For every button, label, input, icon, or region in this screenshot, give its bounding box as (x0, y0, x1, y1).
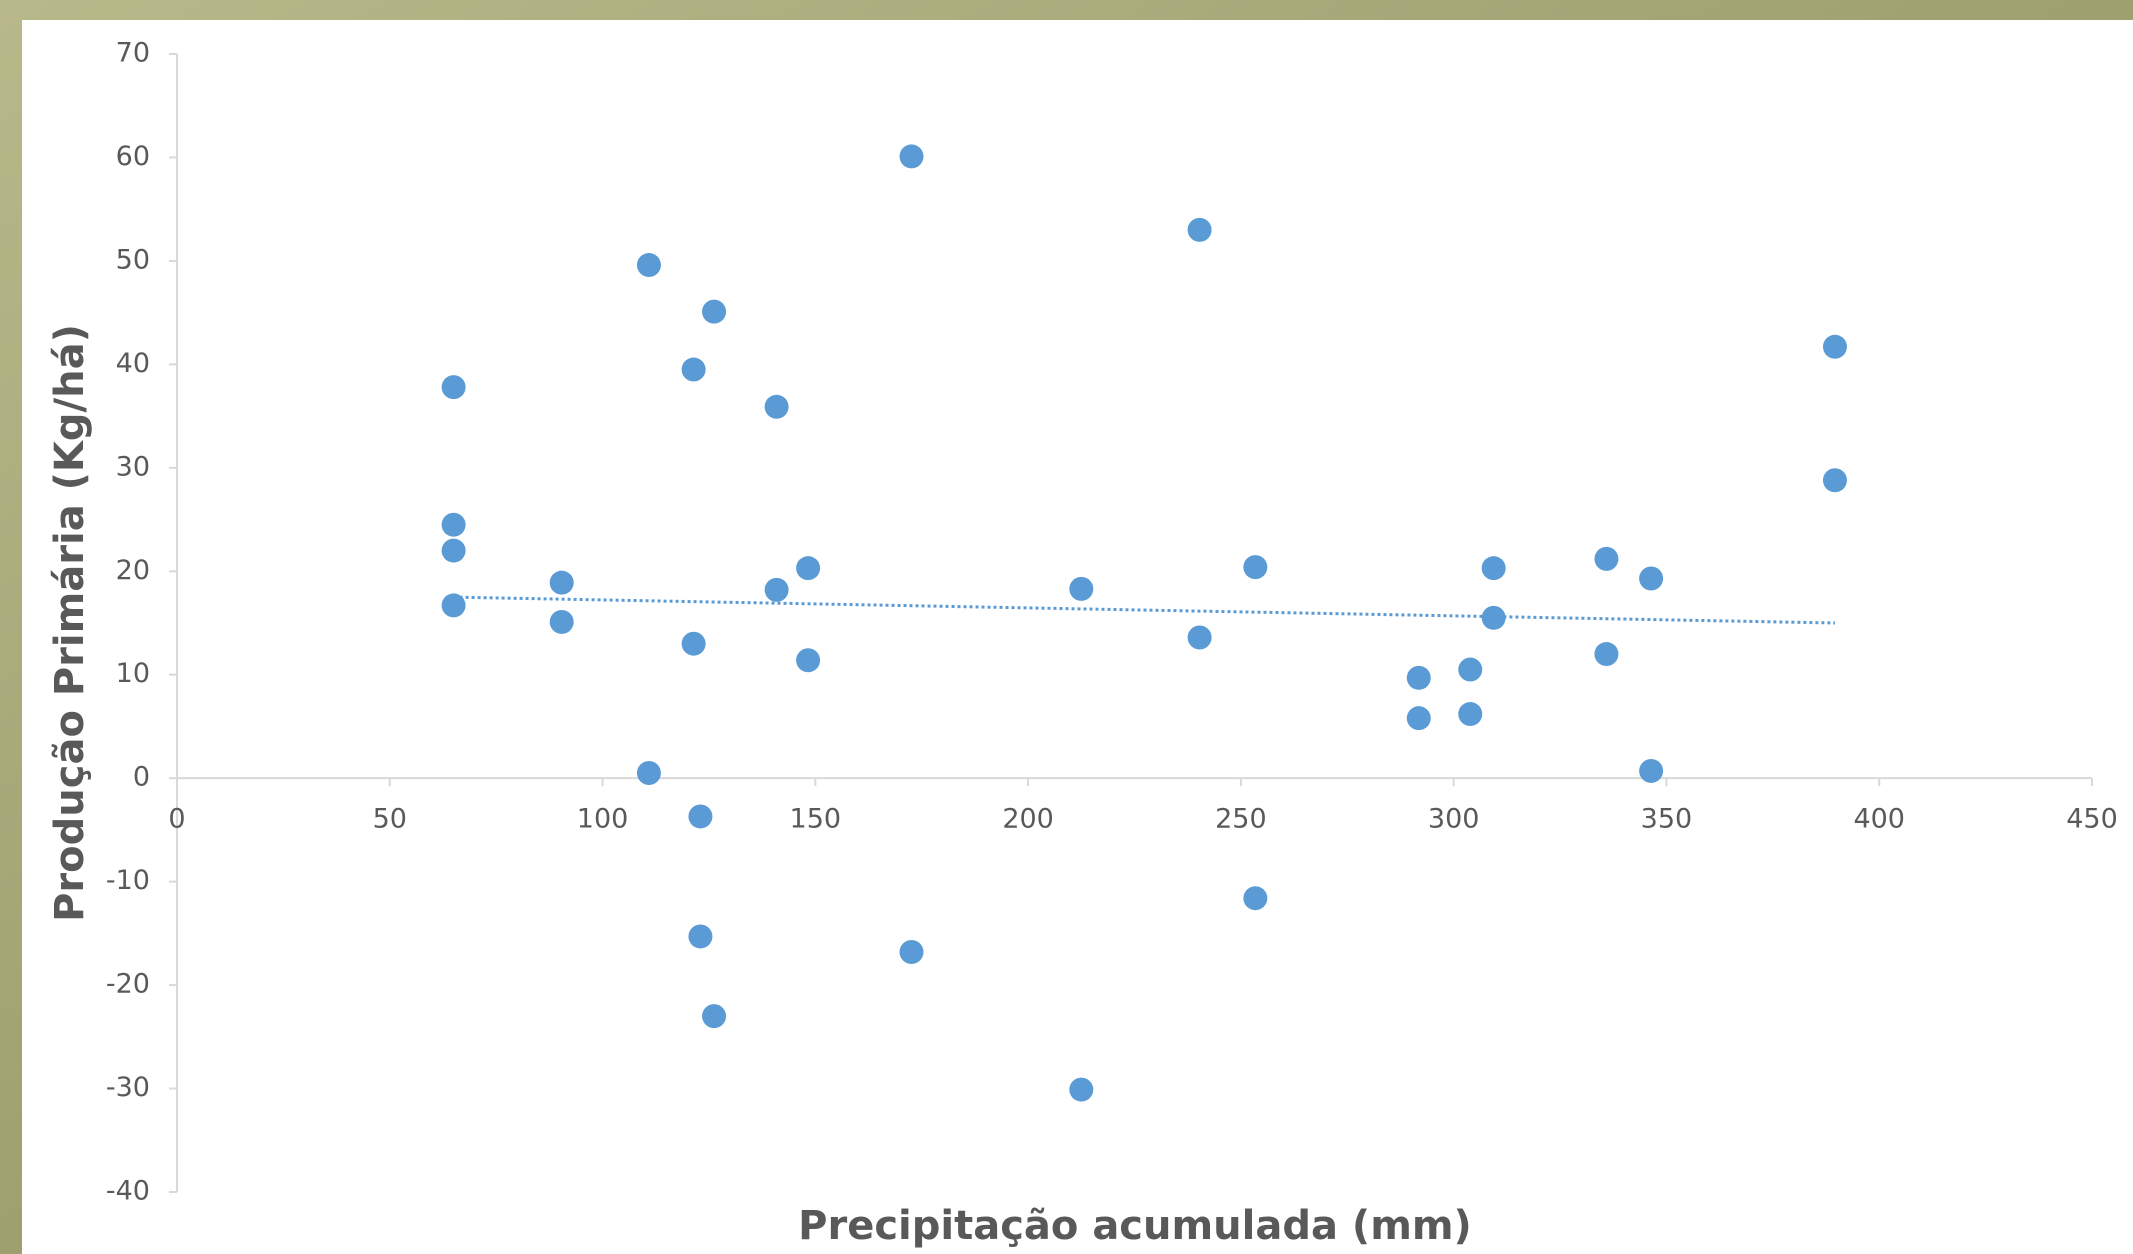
x-tick-label: 150 (790, 804, 842, 835)
data-point (1069, 1077, 1094, 1102)
data-point (1481, 556, 1506, 581)
data-point (549, 570, 574, 595)
data-point (764, 577, 789, 602)
data-point (1069, 576, 1094, 601)
data-point (1822, 334, 1847, 359)
x-tick-label: 250 (1215, 804, 1267, 835)
x-tick-label: 350 (1641, 804, 1693, 835)
x-tick-label: 200 (1002, 804, 1054, 835)
data-point (441, 375, 466, 400)
data-point (636, 761, 661, 786)
data-point (636, 253, 661, 278)
y-tick-label: 60 (116, 141, 150, 172)
data-point (796, 648, 821, 673)
data-point (1243, 886, 1268, 911)
y-tick-label: 0 (133, 762, 150, 793)
data-point (899, 144, 924, 169)
data-point (764, 394, 789, 419)
data-point (796, 556, 821, 581)
data-point (1458, 657, 1483, 682)
y-tick-label: -40 (106, 1176, 150, 1207)
data-point (441, 512, 466, 537)
data-point (1187, 217, 1212, 242)
x-axis-title: Precipitação acumulada (mm) (798, 1203, 1472, 1249)
data-point (702, 1004, 727, 1029)
y-tick-label: -30 (106, 1072, 150, 1103)
y-tick-label: 10 (116, 658, 150, 689)
data-point (1594, 546, 1619, 571)
y-tick-label: 20 (116, 555, 150, 586)
y-tick-label: 40 (116, 348, 150, 379)
data-point (549, 609, 574, 634)
data-point (1822, 468, 1847, 493)
data-point (702, 299, 727, 324)
y-tick-label: 70 (116, 38, 150, 69)
x-tick-label: 400 (1853, 804, 1905, 835)
y-axis-title: Produção Primária (Kg/há) (47, 324, 93, 922)
data-point (1243, 555, 1268, 580)
data-point (1639, 566, 1664, 591)
data-point (688, 804, 713, 829)
y-tick-label: 50 (116, 244, 150, 275)
trendline (453, 595, 1835, 625)
data-point (1406, 665, 1431, 690)
data-point (681, 357, 706, 382)
data-point (1594, 642, 1619, 667)
data-point (899, 939, 924, 964)
data-point (688, 924, 713, 949)
x-tick-label: 450 (2066, 804, 2118, 835)
data-point (441, 593, 466, 618)
x-tick-label: 300 (1428, 804, 1480, 835)
data-point (1406, 706, 1431, 731)
x-tick-label: 0 (168, 804, 185, 835)
data-point (1187, 625, 1212, 650)
y-tick-label: -10 (106, 865, 150, 896)
data-point (681, 631, 706, 656)
data-point (1458, 702, 1483, 727)
y-tick-label: -20 (106, 969, 150, 1000)
data-point (1639, 758, 1664, 783)
chart-panel (22, 20, 2133, 1254)
x-tick-label: 100 (577, 804, 629, 835)
data-point (441, 538, 466, 563)
y-tick-label: 30 (116, 451, 150, 482)
x-tick-label: 50 (373, 804, 407, 835)
data-point (1481, 605, 1506, 630)
